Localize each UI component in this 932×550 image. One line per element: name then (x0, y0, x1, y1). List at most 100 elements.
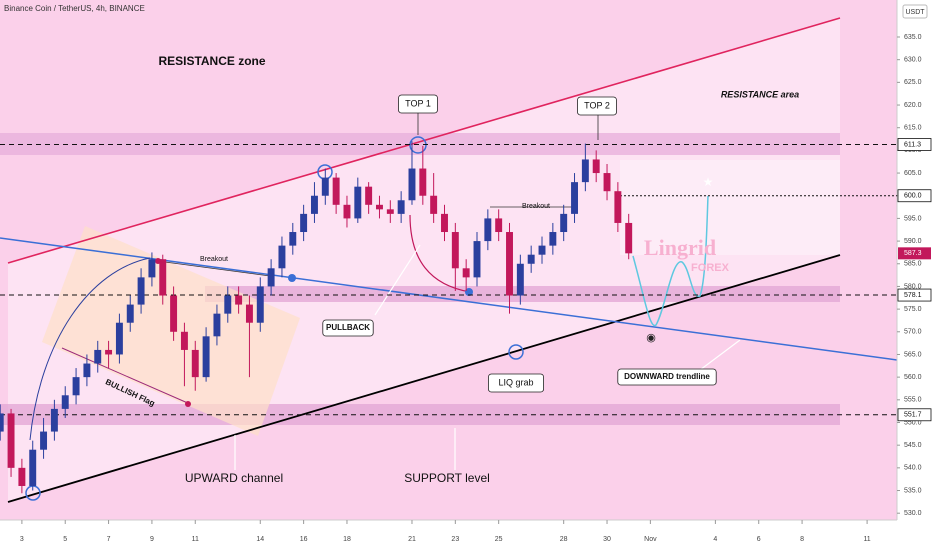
candle-body (213, 313, 221, 337)
candle-body (83, 363, 91, 378)
x-tick-label: 5 (63, 536, 67, 543)
candle-body (202, 336, 210, 378)
dot-marker (465, 288, 473, 296)
candle-body (397, 200, 405, 214)
candle-body (289, 232, 297, 246)
annotation: LIQ grab (498, 377, 533, 387)
candle-body (581, 159, 589, 183)
candle-body (180, 331, 188, 350)
y-tick-label: 615.0 (904, 125, 922, 132)
y-tick-label: 535.0 (904, 487, 922, 494)
currency-box (902, 4, 928, 19)
x-tick-label: 21 (408, 536, 416, 543)
candle-body (148, 259, 156, 278)
annotation: RESISTANCE zone (158, 54, 265, 68)
candle-body (224, 295, 232, 314)
candle-body (354, 186, 362, 219)
circle-marker (508, 344, 524, 360)
dot-marker (185, 401, 191, 407)
candle-body (235, 295, 243, 305)
y-tick-label: 620.0 (904, 102, 922, 109)
annotation-box (577, 96, 617, 116)
candle-body (549, 232, 557, 246)
candle-body (29, 449, 37, 486)
candle-body (516, 263, 524, 296)
level-label: 578.1 (904, 292, 922, 299)
candle-body (343, 204, 351, 219)
annotation: DOWNWARD trendline (624, 372, 710, 381)
candle-body (376, 204, 383, 210)
x-tick-label: 11 (863, 536, 870, 543)
candle-body (105, 349, 113, 355)
y-tick-label: 580.0 (904, 283, 922, 290)
pointer (699, 339, 741, 371)
candle-body (408, 168, 416, 201)
circle-marker (409, 136, 427, 154)
x-tick-label: 30 (603, 536, 611, 543)
y-tick-label: 560.0 (904, 374, 922, 381)
candle-body (603, 173, 611, 192)
eye-icon: ◉ (646, 332, 656, 344)
level-tag (897, 408, 932, 422)
candle-body (321, 177, 329, 196)
y-tick-label: 590.0 (904, 238, 922, 245)
x-tick-label: 14 (256, 536, 264, 543)
annotation: UPWARD channel (185, 471, 283, 485)
projection-path (632, 195, 709, 327)
candle-body (170, 295, 178, 332)
candle-body (419, 168, 427, 196)
candle-body (115, 322, 123, 355)
level-label: 551.7 (904, 412, 922, 419)
candle-body (560, 213, 568, 233)
currency: USDT (905, 9, 925, 16)
candle-body (0, 413, 4, 432)
candle-body (386, 209, 394, 214)
resistance-band (0, 133, 840, 155)
candle-body (267, 268, 275, 287)
candle-body (625, 222, 633, 254)
x-tick-label: 18 (343, 536, 351, 543)
candle-body (451, 232, 459, 269)
annotation: SUPPORT level (404, 471, 490, 485)
projection-area (620, 160, 840, 255)
y-tick-label: 550.0 (904, 419, 922, 426)
y-tick-label: 545.0 (904, 442, 922, 449)
y-tick-label: 630.0 (904, 57, 922, 64)
candle-body (256, 286, 264, 323)
x-tick-label: 3 (20, 536, 24, 543)
level-label: 600.0 (904, 193, 922, 200)
y-tick-label: 585.0 (904, 261, 922, 268)
candle-body (300, 213, 308, 233)
annotation: Breakout (522, 203, 550, 210)
arrow (29, 257, 151, 441)
candle-body (332, 177, 340, 205)
annotation-box (487, 373, 544, 393)
x-tick-label: 4 (713, 536, 717, 543)
candle-body (506, 232, 513, 296)
star: ★ (703, 175, 714, 189)
x-tick-label: 8 (800, 536, 804, 543)
candle-body (126, 304, 134, 323)
candle-body (484, 218, 492, 242)
annotation-box (617, 368, 717, 386)
candle-body (614, 191, 622, 223)
candle-body (571, 182, 578, 214)
annotation: TOP 1 (405, 98, 431, 108)
annotation: Breakout (200, 256, 228, 263)
x-tick-label: 16 (300, 536, 308, 543)
candle-body (462, 268, 470, 278)
candle-body (72, 377, 80, 396)
candle-body (473, 241, 481, 278)
watermark: FOREX (691, 262, 730, 274)
candle-body (7, 413, 15, 468)
candle-body (495, 218, 503, 233)
chart-title: Binance Coin / TetherUS, 4h, BINANCE (4, 4, 145, 13)
y-tick-label: 635.0 (904, 34, 922, 41)
y-tick-label: 565.0 (904, 351, 922, 358)
y-tick-label: 605.0 (904, 170, 922, 177)
x-tick-label: 11 (192, 536, 199, 543)
price-axis (897, 0, 932, 550)
annotation: RESISTANCE area (721, 89, 799, 99)
pointer (374, 244, 421, 316)
